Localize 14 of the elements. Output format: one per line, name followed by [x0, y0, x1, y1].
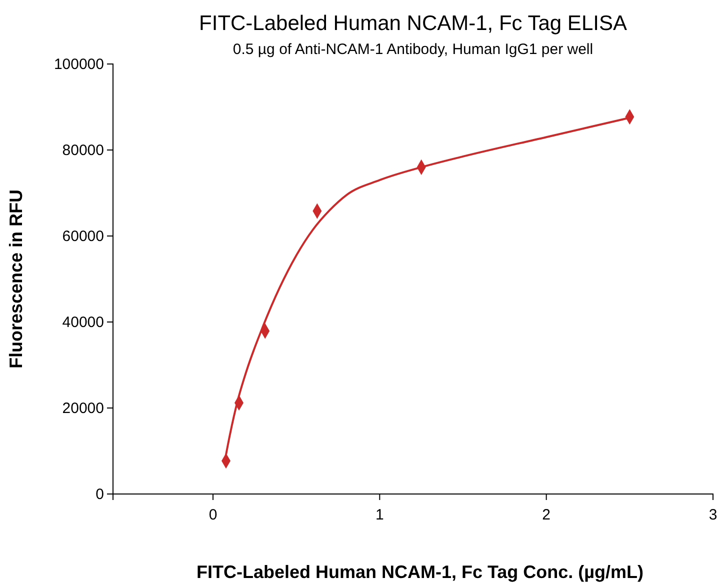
y-tick-label: 60000	[62, 228, 104, 245]
y-tick-label: 40000	[62, 314, 104, 331]
y-tick-label: 100000	[54, 56, 104, 73]
x-tick-label: 0	[208, 506, 218, 524]
chart-subtitle: 0.5 µg of Anti-NCAM-1 Antibody, Human IgG1 per well	[232, 41, 594, 58]
y-tick-label: 20000	[62, 400, 104, 417]
x-tick-label: 3	[708, 506, 718, 524]
y-axis-title: Fluorescence in RFU	[6, 189, 26, 369]
x-axis-title: FITC-Labeled Human NCAM-1, Fc Tag Conc. (µg/mL)	[196, 562, 644, 582]
x-tick-label: 1	[375, 506, 384, 524]
y-tick-label: 80000	[62, 142, 104, 159]
y-tick-label: 0	[96, 486, 104, 503]
chart-title: FITC-Labeled Human NCAM-1, Fc Tag ELISA	[199, 12, 627, 35]
x-tick-label: 2	[542, 506, 551, 524]
